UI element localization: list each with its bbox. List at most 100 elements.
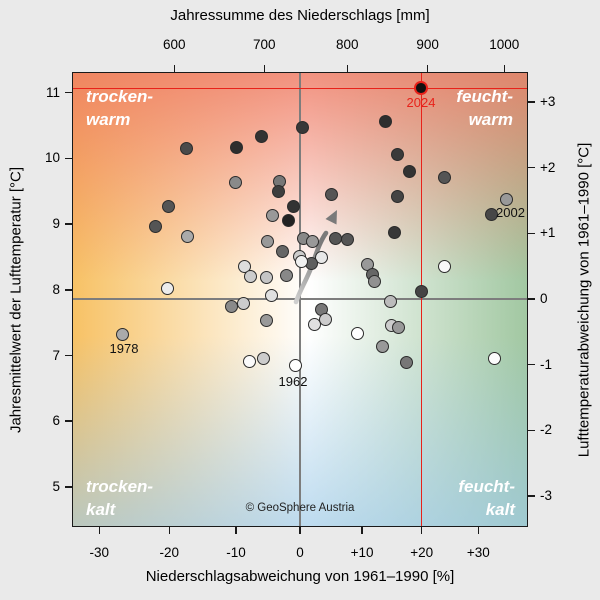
highlight-2024-vline — [421, 72, 423, 527]
data-point — [438, 260, 452, 274]
tick-label-left: 7 — [52, 347, 60, 363]
axis-tick-left — [65, 289, 72, 291]
tick-label-bottom: +10 — [350, 545, 374, 560]
data-point — [391, 190, 405, 204]
copyright-watermark: © GeoSphere Austria — [245, 502, 355, 514]
tick-label-right: +2 — [540, 159, 556, 175]
axis-tick-bottom — [361, 527, 363, 534]
axis-tick-top — [503, 65, 506, 72]
tick-label-bottom: -30 — [89, 545, 110, 560]
axis-tick-top — [346, 65, 349, 72]
data-point — [287, 200, 301, 214]
data-point — [379, 115, 393, 129]
axis-tick-left — [65, 354, 72, 357]
data-point-1962 — [289, 359, 303, 373]
data-point — [261, 235, 275, 249]
axis-tick-left — [65, 420, 72, 422]
tick-label-bottom: 0 — [296, 545, 304, 560]
data-point — [388, 226, 402, 240]
data-point — [237, 297, 251, 311]
data-point — [161, 282, 175, 296]
data-point — [319, 313, 333, 327]
tick-label-top: 800 — [336, 37, 359, 52]
quadrant-label-feucht-kalt: feucht- kalt — [458, 477, 515, 519]
axis-tick-top — [426, 65, 429, 72]
tick-label-right: -2 — [540, 422, 553, 438]
data-point — [296, 121, 310, 135]
quadrant-label-trocken-warm: trocken- warm — [86, 87, 154, 129]
data-point — [415, 285, 429, 299]
tick-label-left: 6 — [52, 413, 60, 429]
axis-tick-right — [528, 232, 535, 235]
data-point — [243, 355, 257, 369]
data-point — [276, 245, 290, 259]
data-point — [376, 340, 390, 354]
tick-label-right: +3 — [540, 93, 556, 109]
data-point-1978 — [116, 328, 130, 342]
data-point — [181, 230, 195, 244]
tick-label-left: 11 — [45, 84, 60, 100]
axis-tick-right — [528, 429, 535, 432]
data-point — [244, 270, 258, 284]
tick-label-top: 600 — [163, 37, 186, 52]
data-point — [162, 200, 176, 214]
data-point — [391, 148, 405, 162]
data-point — [306, 235, 320, 249]
data-point — [341, 233, 355, 247]
data-point — [500, 193, 514, 207]
tick-label-bottom: +20 — [410, 545, 434, 560]
tick-label-bottom: -10 — [226, 545, 246, 560]
data-point — [368, 275, 382, 289]
data-point-2002 — [485, 208, 499, 222]
data-point — [149, 220, 163, 234]
data-point — [488, 352, 502, 366]
axis-tick-bottom — [168, 527, 171, 534]
data-point — [403, 165, 417, 179]
trend-arrow-head — [325, 210, 337, 225]
data-point — [438, 171, 452, 185]
axis-tick-right — [528, 298, 535, 300]
data-point — [325, 188, 339, 202]
trend-arrow — [293, 210, 337, 305]
data-point — [257, 352, 271, 366]
tick-label-top: 900 — [416, 37, 439, 52]
data-point — [180, 142, 194, 156]
data-point — [392, 321, 406, 335]
tick-label-right: +1 — [540, 225, 556, 241]
data-point — [351, 327, 365, 341]
tick-label-top: 1000 — [489, 37, 520, 52]
data-point — [230, 141, 244, 155]
tick-label-top: 700 — [253, 37, 276, 52]
data-point — [295, 255, 309, 269]
axis-tick-bottom — [235, 527, 237, 534]
year-label-1978: 1978 — [109, 341, 139, 356]
data-point — [265, 289, 279, 303]
axis-tick-right — [528, 166, 535, 169]
data-point — [255, 130, 269, 144]
tick-label-bottom: -20 — [159, 545, 180, 560]
data-point — [384, 295, 398, 309]
axis-tick-left — [65, 223, 72, 225]
year-label-1962: 1962 — [278, 374, 308, 389]
axis-tick-right — [528, 101, 535, 103]
axis-tick-left — [65, 91, 72, 94]
data-point — [229, 176, 243, 190]
tick-label-right: 0 — [540, 290, 548, 306]
axis-title-left: Jahresmittelwert der Lufttemperatur [°C] — [7, 166, 25, 434]
tick-label-left: 9 — [52, 216, 60, 232]
year-label-2024: 2024 — [406, 95, 436, 110]
data-point — [280, 269, 294, 283]
axis-tick-bottom — [420, 527, 423, 534]
plot-area: trocken- warm feucht- warm trocken- kalt… — [72, 72, 528, 527]
axis-tick-right — [528, 363, 535, 366]
axis-tick-left — [65, 157, 72, 160]
tick-label-left: 5 — [52, 478, 60, 494]
data-point — [260, 271, 274, 285]
axis-tick-top — [173, 65, 176, 72]
axis-tick-bottom — [477, 527, 480, 534]
axis-tick-right — [528, 495, 535, 497]
data-point — [266, 209, 280, 223]
tick-label-right: -1 — [540, 356, 553, 372]
year-label-2002: 2002 — [496, 205, 525, 220]
